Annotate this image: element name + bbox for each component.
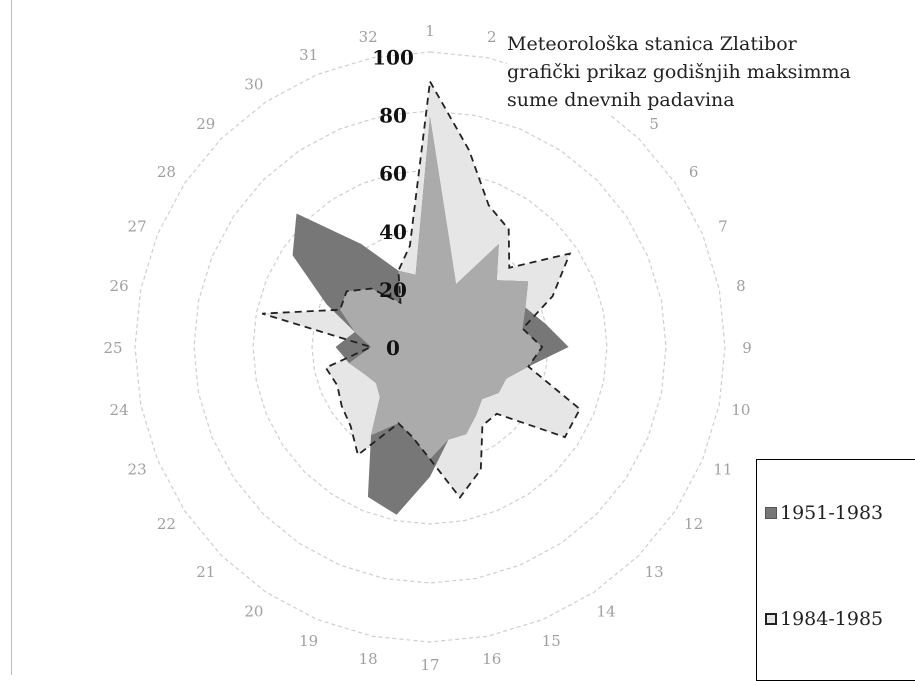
category-label-23: 23 xyxy=(128,460,147,478)
radial-tick-label-100: 100 xyxy=(372,45,414,69)
category-label-32: 32 xyxy=(359,28,378,46)
category-label-15: 15 xyxy=(542,632,561,650)
category-label-26: 26 xyxy=(110,277,129,295)
category-label-7: 7 xyxy=(718,218,728,236)
category-label-1: 1 xyxy=(425,22,435,40)
category-label-10: 10 xyxy=(731,401,750,419)
category-label-6: 6 xyxy=(689,163,699,181)
category-label-29: 29 xyxy=(196,115,215,133)
radial-tick-label-40: 40 xyxy=(379,220,407,244)
category-label-2: 2 xyxy=(487,28,497,46)
category-label-11: 11 xyxy=(713,460,732,478)
category-label-12: 12 xyxy=(684,515,703,533)
category-label-17: 17 xyxy=(420,656,439,674)
radial-tick-label-20: 20 xyxy=(379,278,407,302)
radial-tick-label-0: 0 xyxy=(386,336,400,360)
series-overlap-area xyxy=(340,116,543,460)
legend-swatch-1951-1983 xyxy=(765,507,777,519)
legend-item-1984-1985: 1984-1985 xyxy=(765,608,883,630)
chart-legend: 1951-1983 1984-1985 xyxy=(756,459,915,681)
chart-title-line-2: grafički prikaz godišnjih maksimma xyxy=(507,61,851,83)
legend-label-1984-1985: 1984-1985 xyxy=(780,608,884,630)
category-label-24: 24 xyxy=(110,401,129,419)
grid-ring-100 xyxy=(134,51,726,643)
category-label-16: 16 xyxy=(482,650,501,668)
grid-ring-80 xyxy=(193,110,667,584)
category-label-27: 27 xyxy=(128,218,147,236)
category-label-19: 19 xyxy=(299,632,318,650)
chart-title: Meteorološka stanica Zlatibor grafički p… xyxy=(507,30,907,114)
category-label-21: 21 xyxy=(196,563,215,581)
radial-tick-label-80: 80 xyxy=(379,104,407,128)
category-label-18: 18 xyxy=(359,650,378,668)
category-label-5: 5 xyxy=(649,115,659,133)
chart-title-line-1: Meteorološka stanica Zlatibor xyxy=(507,33,797,55)
radial-tick-label-60: 60 xyxy=(379,162,407,186)
series-1984-1985-outline xyxy=(261,78,582,499)
legend-swatch-1984-1985 xyxy=(765,613,777,625)
category-label-14: 14 xyxy=(597,603,616,621)
category-label-30: 30 xyxy=(244,75,263,93)
plot-area-left-border xyxy=(11,0,12,675)
chart-title-line-3: sume dnevnih padavina xyxy=(507,89,735,111)
grid-ring-60 xyxy=(252,169,608,525)
legend-label-1951-1983: 1951-1983 xyxy=(780,502,884,524)
category-label-31: 31 xyxy=(299,46,318,64)
category-label-9: 9 xyxy=(742,339,752,357)
category-label-8: 8 xyxy=(736,277,746,295)
legend-item-1951-1983: 1951-1983 xyxy=(765,502,883,524)
category-label-20: 20 xyxy=(244,603,263,621)
category-label-28: 28 xyxy=(157,163,176,181)
category-label-25: 25 xyxy=(103,339,122,357)
category-label-22: 22 xyxy=(157,515,176,533)
category-label-13: 13 xyxy=(645,563,664,581)
